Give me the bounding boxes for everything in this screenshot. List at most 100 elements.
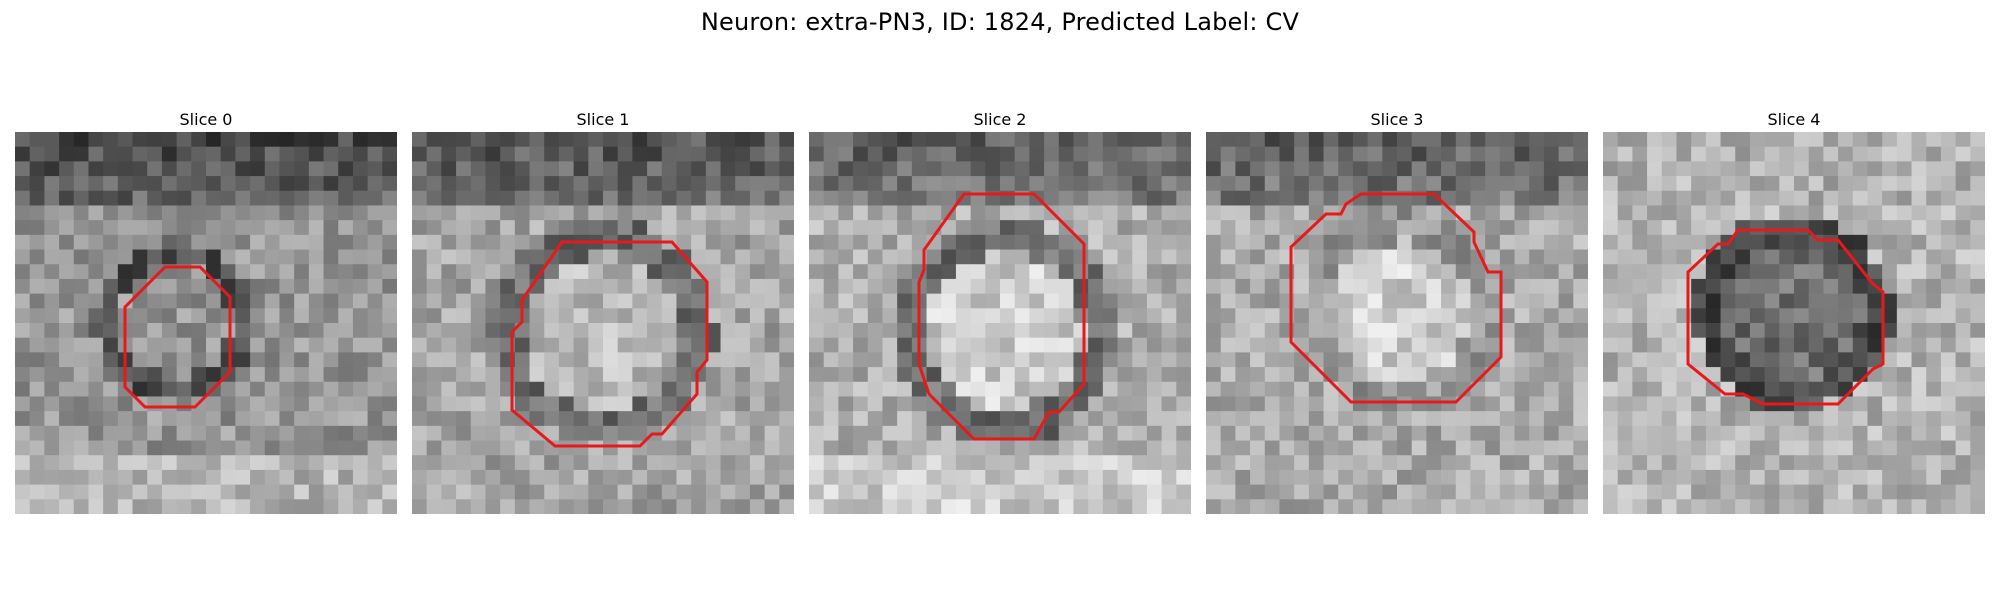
image-pixel	[1647, 205, 1663, 221]
image-pixel	[206, 249, 222, 265]
image-pixel	[1397, 396, 1413, 412]
image-pixel	[1735, 396, 1751, 412]
image-pixel	[1852, 190, 1869, 207]
image-pixel	[1647, 308, 1663, 324]
image-pixel	[926, 352, 942, 368]
image-pixel	[1323, 411, 1339, 427]
image-pixel	[412, 455, 428, 471]
slice-image	[412, 132, 794, 514]
image-pixel	[1720, 146, 1736, 162]
image-pixel	[647, 161, 663, 177]
image-pixel	[1352, 308, 1369, 324]
image-pixel	[823, 190, 839, 207]
image-pixel	[1044, 469, 1060, 486]
image-pixel	[191, 132, 207, 148]
image-pixel	[1691, 205, 1707, 221]
image-pixel	[15, 440, 31, 456]
image-pixel	[897, 337, 913, 353]
image-pixel	[1294, 323, 1310, 339]
image-pixel	[705, 249, 722, 265]
image-pixel	[1323, 455, 1339, 471]
image-pixel	[1676, 132, 1692, 148]
image-pixel	[103, 367, 119, 383]
image-pixel	[1632, 234, 1648, 251]
image-pixel	[838, 499, 854, 514]
image-pixel	[705, 293, 722, 309]
image-pixel	[352, 190, 369, 207]
image-pixel	[926, 484, 942, 500]
image-pixel	[926, 469, 942, 486]
image-pixel	[1882, 220, 1898, 236]
image-pixel	[1102, 396, 1119, 412]
image-pixel	[441, 234, 457, 251]
image-pixel	[1940, 352, 1957, 368]
image-pixel	[1338, 234, 1354, 251]
image-pixel	[558, 220, 575, 236]
image-pixel	[1132, 469, 1148, 486]
image-pixel	[412, 469, 428, 486]
image-pixel	[1558, 425, 1574, 442]
image-pixel	[132, 499, 148, 514]
image-pixel	[176, 337, 192, 353]
image-pixel	[1338, 323, 1354, 339]
image-pixel	[1720, 161, 1736, 177]
image-pixel	[279, 352, 295, 368]
image-pixel	[647, 469, 663, 486]
image-pixel	[426, 308, 442, 324]
image-pixel	[1426, 352, 1442, 368]
image-pixel	[279, 132, 295, 148]
image-pixel	[867, 132, 884, 148]
image-pixel	[1176, 132, 1191, 148]
image-pixel	[1823, 234, 1839, 251]
image-pixel	[338, 337, 354, 353]
image-pixel	[338, 440, 354, 456]
image-pixel	[1044, 425, 1060, 442]
image-pixel	[1088, 278, 1104, 295]
image-pixel	[573, 205, 589, 221]
image-pixel	[235, 396, 251, 412]
image-pixel	[1955, 161, 1971, 177]
image-pixel	[1647, 469, 1663, 486]
image-pixel	[500, 132, 516, 148]
image-pixel	[485, 323, 501, 339]
image-pixel	[1691, 146, 1707, 162]
image-pixel	[1323, 440, 1339, 456]
image-pixel	[823, 234, 839, 251]
image-pixel	[1911, 381, 1927, 398]
image-pixel	[1543, 205, 1560, 221]
image-pixel	[1911, 425, 1927, 442]
image-pixel	[1426, 249, 1442, 265]
image-pixel	[88, 161, 104, 177]
image-pixel	[1911, 411, 1927, 427]
image-pixel	[632, 396, 648, 412]
image-pixel	[1691, 425, 1707, 442]
image-pixel	[529, 176, 545, 192]
image-pixel	[573, 190, 589, 207]
image-pixel	[412, 234, 428, 251]
image-pixel	[1352, 396, 1369, 412]
image-pixel	[1176, 425, 1191, 442]
image-pixel	[1102, 367, 1119, 383]
image-pixel	[1926, 161, 1942, 177]
image-pixel	[1367, 440, 1383, 456]
image-pixel	[470, 234, 487, 251]
image-pixel	[1470, 264, 1486, 280]
image-pixel	[514, 455, 531, 471]
image-pixel	[955, 220, 972, 236]
image-pixel	[676, 440, 692, 456]
image-pixel	[235, 249, 251, 265]
image-pixel	[456, 440, 472, 456]
image-pixel	[720, 469, 736, 486]
image-pixel	[294, 367, 310, 383]
image-pixel	[1279, 381, 1295, 398]
image-pixel	[323, 440, 339, 456]
image-pixel	[1058, 205, 1075, 221]
image-pixel	[1044, 190, 1060, 207]
image-pixel	[1838, 469, 1854, 486]
image-pixel	[382, 352, 397, 368]
image-pixel	[1823, 146, 1839, 162]
image-pixel	[1794, 293, 1810, 309]
image-pixel	[1338, 132, 1354, 148]
image-pixel	[1029, 411, 1045, 427]
image-pixel	[1573, 396, 1588, 412]
